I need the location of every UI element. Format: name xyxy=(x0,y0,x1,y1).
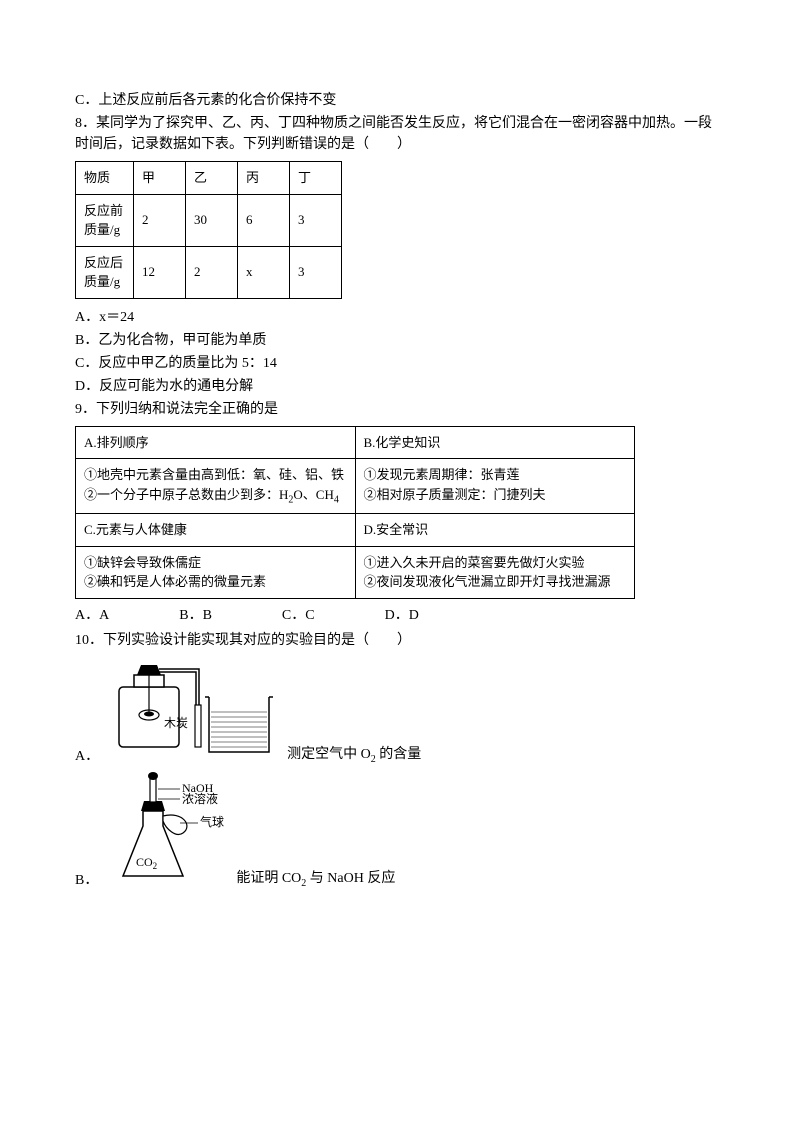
q8-row1-c0: 12 xyxy=(134,246,186,298)
q9-a-body: ①地壳中元素含量由高到低：氧、硅、铝、铁 ②一个分子中原子总数由少到多：H2O、… xyxy=(76,459,356,514)
q8-row1-c1: 2 xyxy=(186,246,238,298)
q8-option-d: D．反应可能为水的通电分解 xyxy=(75,376,719,397)
q9-option-d: D．D xyxy=(385,605,419,626)
q8-row0-c0: 2 xyxy=(134,194,186,246)
q9-c-body: ①缺锌会导致侏儒症 ②碘和钙是人体必需的微量元素 xyxy=(76,546,356,598)
q8-th-substance: 物质 xyxy=(76,162,134,195)
q8-row0-c2: 6 xyxy=(238,194,290,246)
q10-a-charcoal-label: 木炭 xyxy=(164,716,188,730)
q8-option-b: B．乙为化合物，甲可能为单质 xyxy=(75,330,719,351)
q10-a-row: A． xyxy=(75,657,719,767)
q10-a-caption: 测定空气中 O2 的含量 xyxy=(287,744,421,767)
q9-table: A.排列顺序 B.化学史知识 ①地壳中元素含量由高到低：氧、硅、铝、铁 ②一个分… xyxy=(75,426,635,599)
q8-th-4: 丁 xyxy=(290,162,342,195)
q7-option-c: C．上述反应前后各元素的化合价保持不变 xyxy=(75,90,719,111)
q9-a-head: A.排列顺序 xyxy=(76,426,356,459)
q8-table-row-before: 反应前质量/g 2 30 6 3 xyxy=(76,194,342,246)
q10-b-letter: B． xyxy=(75,870,98,891)
q8-row0-label: 反应前质量/g xyxy=(76,194,134,246)
q10-intro: 10．下列实验设计能实现其对应的实验目的是（ ） xyxy=(75,630,719,651)
q10-b-row: B． NaOH 浓溶液 气球 CO2 能证明 CO2 与 NaOH 反应 xyxy=(75,771,719,891)
q9-option-b: B．B xyxy=(179,605,212,626)
q9-d-head: D.安全常识 xyxy=(355,514,635,547)
q8-th-2: 乙 xyxy=(186,162,238,195)
q9-option-c: C．C xyxy=(282,605,315,626)
q9-b-body: ①发现元素周期律：张青莲 ②相对原子质量测定：门捷列夫 xyxy=(355,459,635,514)
q8-row0-c1: 30 xyxy=(186,194,238,246)
q8-th-1: 甲 xyxy=(134,162,186,195)
q8-table: 物质 甲 乙 丙 丁 反应前质量/g 2 30 6 3 反应后质量/g 12 2… xyxy=(75,161,342,299)
q10-b-caption: 能证明 CO2 与 NaOH 反应 xyxy=(236,868,395,891)
q8-option-c: C．反应中甲乙的质量比为 5：14 xyxy=(75,353,719,374)
q8-table-header-row: 物质 甲 乙 丙 丁 xyxy=(76,162,342,195)
q8-intro: 8．某同学为了探究甲、乙、丙、丁四种物质之间能否发生反应，将它们混合在一密闭容器… xyxy=(75,113,719,155)
q9-a-body-1: ①地壳中元素含量由高到低：氧、硅、铝、铁 xyxy=(84,465,347,485)
q9-c-head: C.元素与人体健康 xyxy=(76,514,356,547)
q9-d-body: ①进入久未开启的菜窖要先做灯火实验 ②夜间发现液化气泄漏立即开灯寻找泄漏源 xyxy=(355,546,635,598)
q8-table-row-after: 反应后质量/g 12 2 x 3 xyxy=(76,246,342,298)
q10-b-co2-label: CO xyxy=(136,855,153,869)
q9-intro: 9．下列归纳和说法完全正确的是 xyxy=(75,399,719,420)
q8-row1-label: 反应后质量/g xyxy=(76,246,134,298)
q8-row1-c3: 3 xyxy=(290,246,342,298)
q8-option-a: A．x＝24 xyxy=(75,307,719,328)
q10-a-letter: A． xyxy=(75,746,99,767)
q9-b-head: B.化学史知识 xyxy=(355,426,635,459)
q9-option-a: A．A xyxy=(75,605,109,626)
q10-a-apparatus-icon: 木炭 xyxy=(109,657,279,767)
q8-row0-c3: 3 xyxy=(290,194,342,246)
q10-b-balloon-label: 气球 xyxy=(200,814,224,829)
q10-b-apparatus-icon: NaOH 浓溶液 气球 CO2 xyxy=(108,771,228,891)
q10-b-conc-label: 浓溶液 xyxy=(182,791,218,806)
q8-th-3: 丙 xyxy=(238,162,290,195)
q9-options-row: A．A B．B C．C D．D xyxy=(75,605,719,626)
q8-row1-c2: x xyxy=(238,246,290,298)
q9-a-body-2: ②一个分子中原子总数由少到多：H2O、CH4 xyxy=(84,485,347,508)
